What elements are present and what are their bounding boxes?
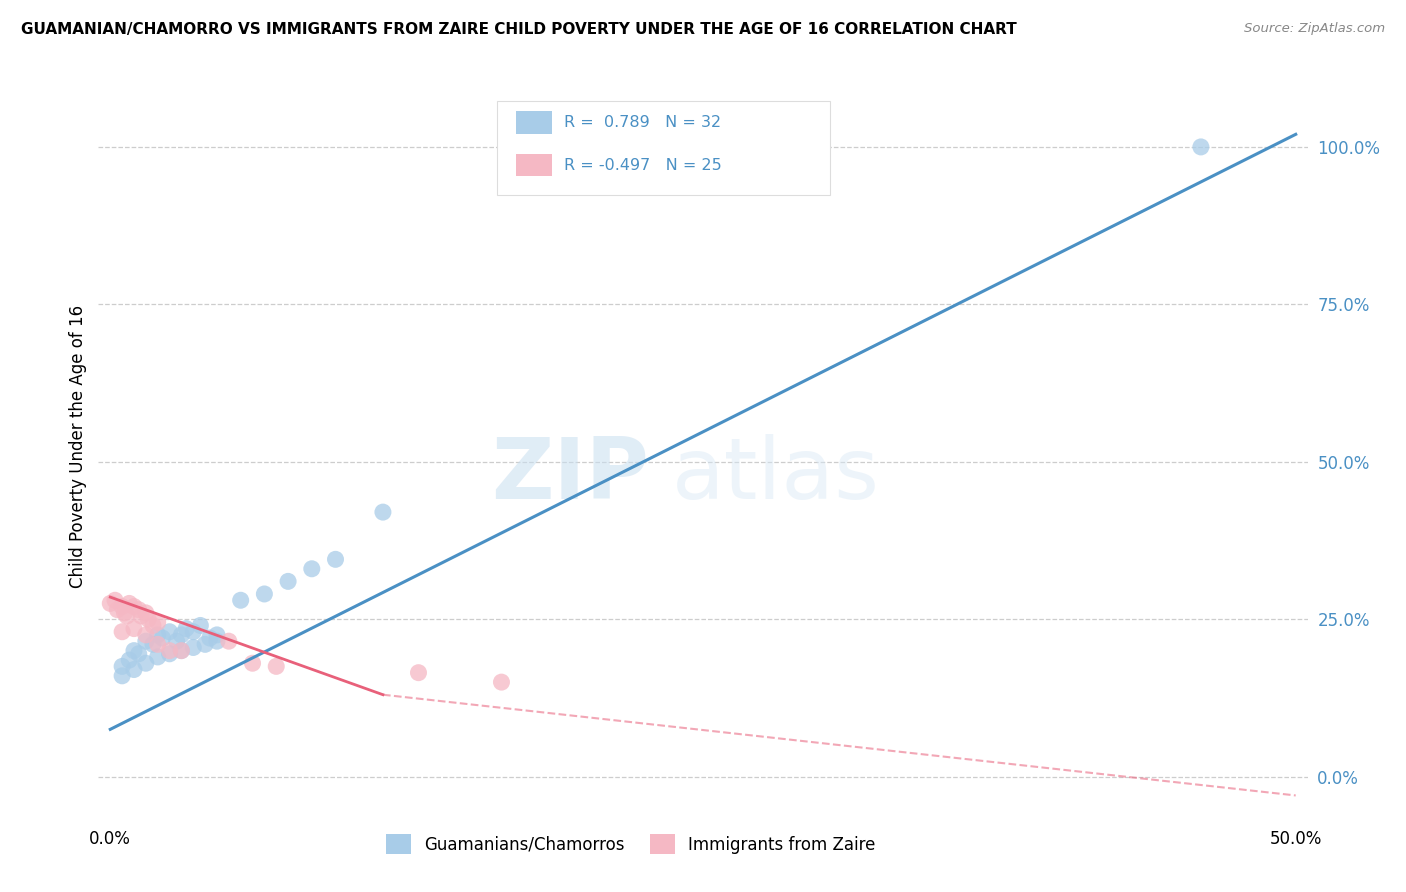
Point — [128, 603, 150, 617]
Point — [135, 606, 157, 620]
Point — [198, 631, 221, 645]
Point — [1189, 140, 1212, 154]
Point — [122, 622, 145, 636]
Point — [325, 552, 347, 566]
Point — [135, 657, 157, 671]
Point — [128, 647, 150, 661]
Text: ZIP: ZIP — [491, 434, 648, 517]
Point — [111, 624, 134, 639]
Point — [146, 615, 169, 630]
FancyBboxPatch shape — [498, 102, 830, 195]
Text: Source: ZipAtlas.com: Source: ZipAtlas.com — [1244, 22, 1385, 36]
Point — [181, 624, 204, 639]
Point — [146, 637, 169, 651]
Point — [111, 659, 134, 673]
Point — [142, 618, 165, 632]
Point — [142, 637, 165, 651]
Text: R =  0.789   N = 32: R = 0.789 N = 32 — [564, 115, 721, 130]
Point — [118, 653, 141, 667]
Point — [118, 596, 141, 610]
Point — [170, 643, 193, 657]
Point — [170, 643, 193, 657]
Point — [122, 643, 145, 657]
Point — [98, 596, 121, 610]
Point — [205, 634, 228, 648]
Point — [159, 643, 181, 657]
Point — [194, 637, 217, 651]
Point — [181, 640, 204, 655]
Point — [301, 562, 323, 576]
Point — [408, 665, 430, 680]
Point — [104, 593, 127, 607]
Point — [205, 628, 228, 642]
Point — [170, 628, 193, 642]
Point — [159, 647, 181, 661]
FancyBboxPatch shape — [516, 153, 551, 177]
Point — [146, 628, 169, 642]
Legend: Guamanians/Chamorros, Immigrants from Zaire: Guamanians/Chamorros, Immigrants from Za… — [380, 828, 882, 861]
Point — [264, 659, 287, 673]
Point — [136, 612, 159, 626]
Point — [491, 675, 513, 690]
Text: atlas: atlas — [672, 434, 880, 517]
Point — [135, 628, 157, 642]
Point — [277, 574, 299, 589]
Y-axis label: Child Poverty Under the Age of 16: Child Poverty Under the Age of 16 — [69, 304, 87, 588]
Point — [242, 657, 264, 671]
Point — [174, 622, 197, 636]
Point — [115, 609, 138, 624]
Point — [122, 599, 145, 614]
Point — [166, 634, 188, 648]
Point — [159, 624, 181, 639]
Point — [190, 618, 212, 632]
Text: GUAMANIAN/CHAMORRO VS IMMIGRANTS FROM ZAIRE CHILD POVERTY UNDER THE AGE OF 16 CO: GUAMANIAN/CHAMORRO VS IMMIGRANTS FROM ZA… — [21, 22, 1017, 37]
Point — [253, 587, 276, 601]
Point — [229, 593, 252, 607]
Point — [135, 634, 157, 648]
Point — [111, 669, 134, 683]
Point — [114, 606, 136, 620]
Point — [122, 663, 145, 677]
Point — [129, 609, 152, 624]
FancyBboxPatch shape — [516, 112, 551, 134]
Point — [218, 634, 240, 648]
Point — [105, 603, 128, 617]
Point — [371, 505, 394, 519]
Point — [152, 631, 174, 645]
Point — [146, 649, 169, 664]
Point — [111, 599, 134, 614]
Text: R = -0.497   N = 25: R = -0.497 N = 25 — [564, 158, 721, 172]
